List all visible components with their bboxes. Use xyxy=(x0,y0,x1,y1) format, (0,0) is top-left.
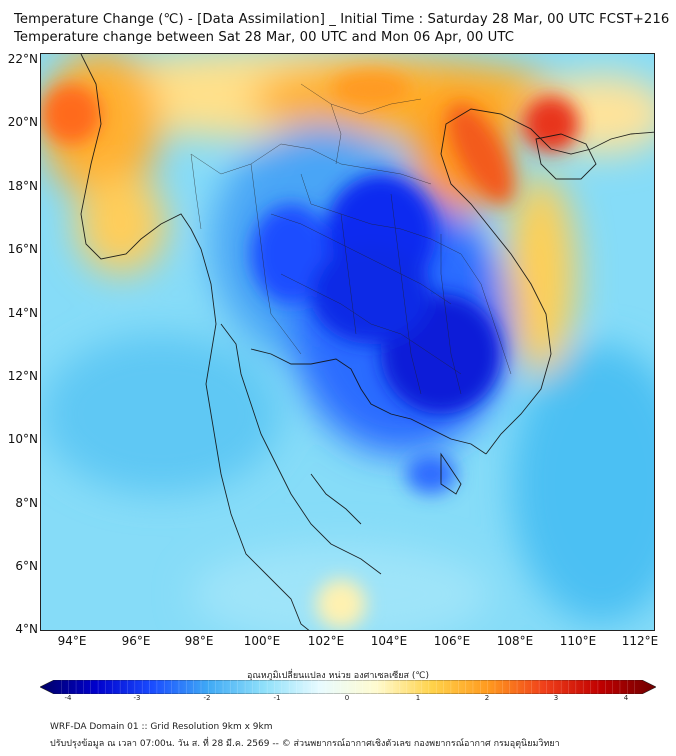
lon-label: 112°E xyxy=(621,634,659,648)
colorbar-tick-label: -4 xyxy=(64,694,72,702)
lon-label: 102°E xyxy=(307,634,345,648)
temperature-change-map xyxy=(40,53,655,631)
lon-label: 94°E xyxy=(57,634,87,648)
lon-label: 98°E xyxy=(184,634,214,648)
map-title: Temperature Change (℃) - [Data Assimilat… xyxy=(14,12,670,27)
lon-label: 106°E xyxy=(433,634,471,648)
map-subtitle: Temperature change between Sat 28 Mar, 0… xyxy=(14,30,515,45)
colorbar-tick-label: 0 xyxy=(344,694,350,702)
colorbar-tick-label: 4 xyxy=(623,694,629,702)
lat-label: 18°N xyxy=(7,179,38,193)
lon-label: 108°E xyxy=(496,634,534,648)
colorbar-title: อุณหภูมิเปลี่ยนแปลง หน่วย องศาเซลเซียส (… xyxy=(246,671,430,681)
admin-borders xyxy=(190,83,512,395)
lon-label: 104°E xyxy=(370,634,408,648)
lat-label: 16°N xyxy=(7,242,38,256)
colorbar-tick-label: -2 xyxy=(203,694,211,702)
colorbar-tick-label: 2 xyxy=(484,694,490,702)
temperature-field-core xyxy=(41,71,579,629)
lon-label: 110°E xyxy=(559,634,597,648)
lon-label: 100°E xyxy=(243,634,281,648)
colorbar-tick-label: 3 xyxy=(553,694,559,702)
lon-label: 96°E xyxy=(121,634,151,648)
lat-label: 20°N xyxy=(7,115,38,129)
lat-label: 8°N xyxy=(15,496,38,510)
footer-credit: ปรับปรุงข้อมูล ณ เวลา 07:00น. วัน ส. ที่… xyxy=(50,739,560,749)
lat-label: 22°N xyxy=(7,52,38,66)
colorbar-tick-label: 1 xyxy=(415,694,421,702)
colorbar xyxy=(39,679,657,695)
colorbar-tick-label: -3 xyxy=(133,694,141,702)
footer-model-info: WRF-DA Domain 01 :: Grid Resolution 9km … xyxy=(50,722,273,732)
colorbar-tick-label: -1 xyxy=(273,694,281,702)
lat-label: 6°N xyxy=(15,559,38,573)
coastlines xyxy=(80,54,654,630)
lat-label: 10°N xyxy=(7,432,38,446)
lat-label: 4°N xyxy=(15,622,38,636)
lat-label: 14°N xyxy=(7,306,38,320)
lat-label: 12°N xyxy=(7,369,38,383)
